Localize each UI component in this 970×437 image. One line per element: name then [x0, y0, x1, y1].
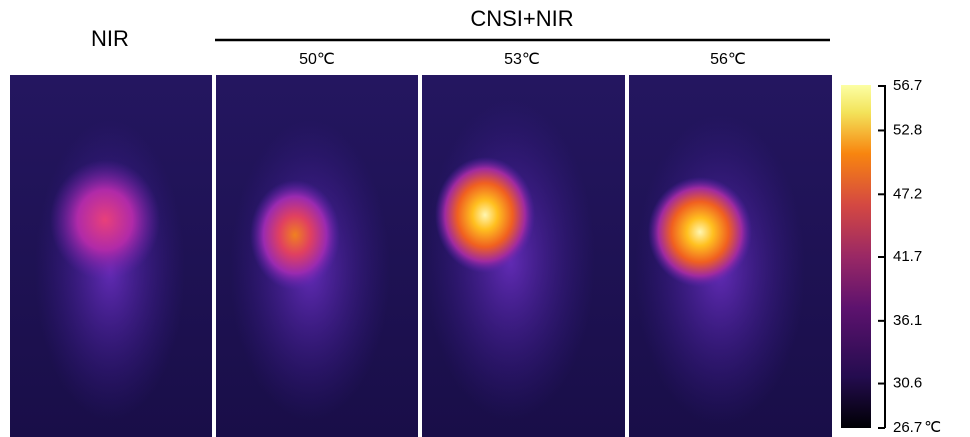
thermal-image — [216, 75, 418, 437]
panel-label: 56℃ — [710, 51, 746, 68]
colorbar — [841, 85, 871, 428]
tick-label: 30.6 — [893, 375, 922, 392]
tick-label: 36.1 — [893, 312, 922, 329]
tick-label: 56.7 — [893, 77, 922, 94]
thermal-image — [10, 75, 212, 437]
tick-label: 41.7 — [893, 248, 922, 265]
tick-label: 47.2 — [893, 185, 922, 202]
panel-label: 53℃ — [504, 51, 540, 68]
colorbar-ticks: 56.7 52.8 47.2 41.7 36.1 30.6 26.7 ℃ — [878, 77, 941, 436]
tick-label: 26.7 — [893, 419, 922, 436]
thermal-image — [422, 75, 625, 437]
thermal-image — [629, 75, 832, 437]
panel-label: 50℃ — [299, 51, 335, 68]
nir-label: NIR — [91, 26, 129, 51]
unit-label: ℃ — [924, 419, 941, 436]
tick-label: 52.8 — [893, 121, 922, 138]
group-label: CNSI+NIR — [470, 6, 573, 31]
